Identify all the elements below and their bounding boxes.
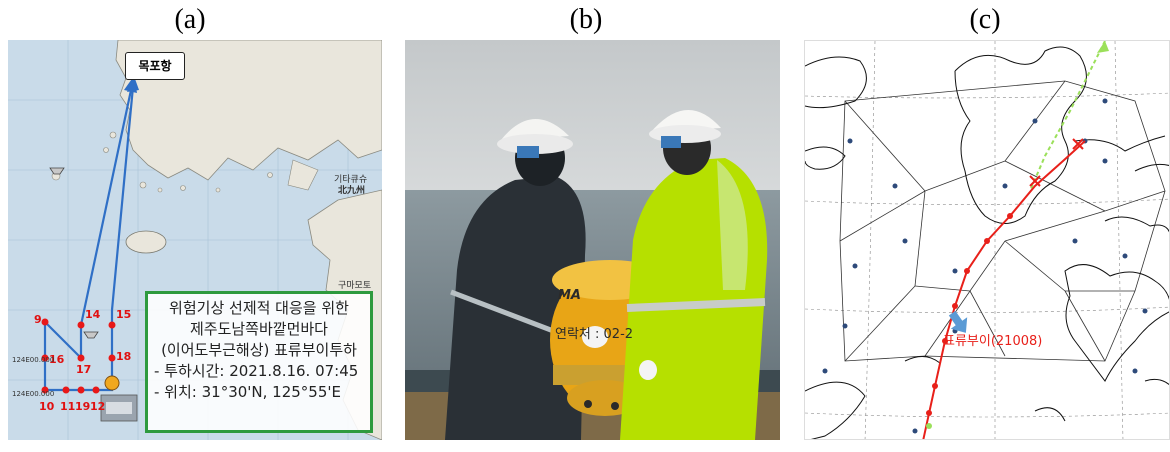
panel-label-b: (b)	[569, 4, 603, 35]
station-label: 14	[85, 308, 101, 321]
drift-track-map: 표류부이(21008)	[804, 40, 1170, 440]
station-label: 11	[60, 400, 76, 413]
info-line: (이어도부근해상) 표류부이투하	[161, 341, 357, 359]
panel-label-a: (a)	[174, 4, 206, 35]
deployment-photo-graphic	[405, 40, 780, 440]
drift-track-graphic	[805, 41, 1169, 439]
info-line: - 투하시간: 2021.8.16. 07:45	[154, 362, 359, 380]
info-line: 제주도남쪽바깥먼바다	[189, 320, 328, 338]
buoy-marking: MA	[558, 288, 581, 303]
deployment-info-box: 위험기상 선제적 대응을 위한 제주도남쪽바깥먼바다 (이어도부근해상) 표류부…	[145, 291, 373, 433]
station-label: 12	[90, 400, 106, 413]
deployment-photo: MA 연락처 : 02-2	[405, 40, 780, 440]
station-label: 9	[34, 313, 42, 326]
coord-label: 124E00.000	[12, 356, 55, 364]
station-label: 18	[116, 350, 132, 363]
station-label: 16	[49, 353, 65, 366]
port-callout: 목포항	[125, 52, 185, 80]
drift-buoy-label: 표류부이(21008)	[943, 334, 1043, 349]
station-label: 17	[76, 363, 92, 376]
buoy-contact-text: 연락처 : 02-2	[555, 327, 634, 342]
coord-label: 124E00.000	[12, 390, 55, 398]
info-line: - 위치: 31°30'N, 125°55'E	[154, 383, 341, 401]
station-label: 19	[75, 400, 91, 413]
station-label: 15	[116, 308, 132, 321]
panel-label-c: (c)	[969, 4, 1001, 35]
station-label: 10	[39, 400, 55, 413]
map-label-kumamoto: 구마모토	[338, 281, 372, 291]
map-label-kitakyushu-kr: 기타큐슈	[334, 175, 368, 185]
map-label-kitakyushu-jp: 北九州	[338, 186, 366, 196]
info-line: 위험기상 선제적 대응을 위한	[169, 299, 349, 317]
deployment-map: 목포항 기타큐슈 北九州 구마모토 9 14 15 16 17 18 10 11…	[8, 40, 382, 440]
